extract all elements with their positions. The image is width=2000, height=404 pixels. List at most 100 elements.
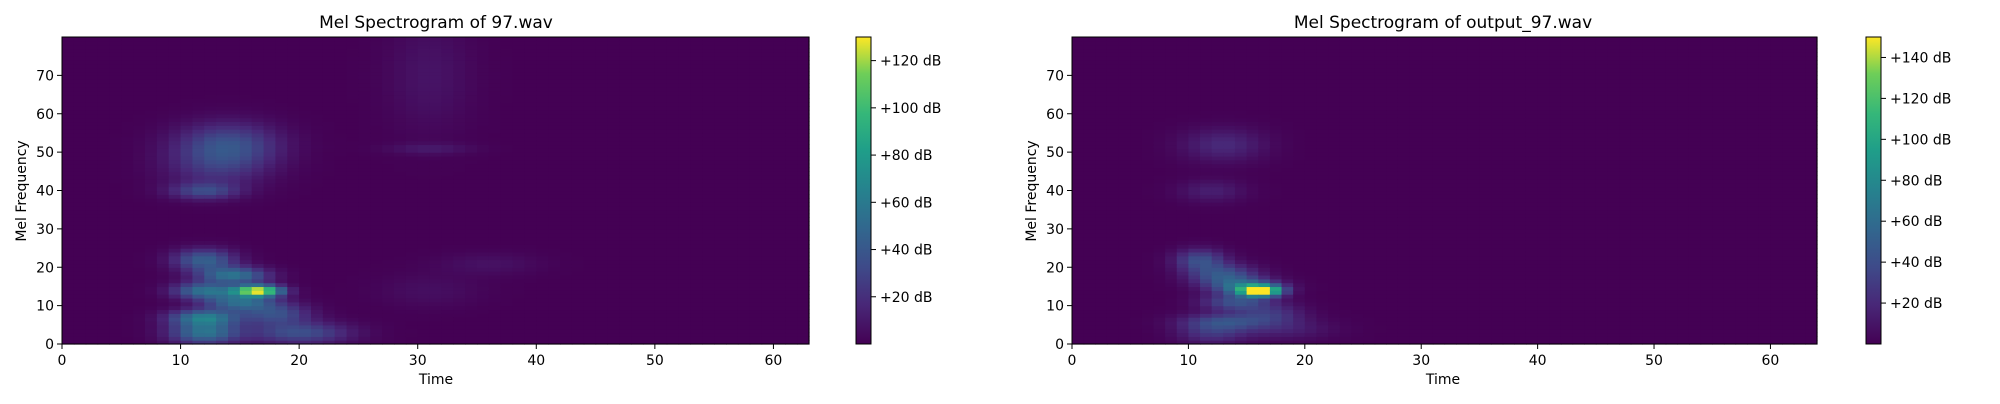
heatmap-cell [417,328,431,334]
heatmap-cell [121,232,134,238]
heatmap-cell [358,190,371,195]
heatmap-cell [180,140,194,146]
heatmap-cell [73,309,87,314]
heatmap-cell [595,163,609,169]
heatmap-cell [607,271,620,276]
heatmap-cell [311,286,324,291]
heatmap-cell [465,171,478,176]
heatmap-cell [536,278,549,284]
heatmap-cell [85,244,99,249]
heatmap-cell [322,163,336,169]
heatmap-cell [358,332,371,337]
heatmap-cell [500,228,514,234]
heatmap-cell [204,294,217,299]
heatmap-cell [702,75,715,80]
heatmap-cell [737,121,751,126]
heatmap-cell [619,144,632,149]
heatmap-cell [180,152,194,157]
heatmap-cell [749,178,763,184]
heatmap-cell [536,109,549,115]
heatmap-cell [583,152,597,157]
heatmap-cell [465,175,478,180]
heatmap-cell [441,248,454,253]
heatmap-cell [678,56,692,61]
heatmap-cell [619,267,632,272]
heatmap-cell [382,320,395,326]
heatmap-cell [666,236,680,241]
heatmap-cell [441,286,454,291]
heatmap-cell [192,102,205,107]
heatmap-cell [228,336,241,341]
heatmap-cell [654,109,668,115]
heatmap-cell [607,167,620,172]
heatmap-cell [346,320,360,326]
heatmap-cell [749,286,763,291]
heatmap-cell [702,52,715,57]
heatmap-cell [595,37,609,42]
heatmap-cell [631,171,644,176]
heatmap-cell [228,301,241,307]
heatmap-cell [156,217,170,222]
heatmap-cell [797,309,810,314]
heatmap-cell [239,228,253,234]
heatmap-cell [643,106,656,111]
heatmap-cell [311,217,324,222]
heatmap-cell [619,40,632,46]
heatmap-cell [797,286,810,291]
heatmap-cell [346,148,360,153]
heatmap-cell [524,267,537,272]
heatmap-cell [417,75,431,80]
heatmap-cell [488,198,502,203]
heatmap-cell [666,175,680,180]
heatmap-cell [358,167,371,172]
heatmap-cell [417,52,431,57]
heatmap-cell [275,202,288,207]
heatmap-cell [168,44,182,50]
heatmap-cell [571,228,585,234]
heatmap-cell [204,317,217,322]
heatmap-cell [761,251,775,257]
heatmap-cell [216,63,229,69]
heatmap-cell [666,40,680,46]
heatmap-cell [619,309,632,314]
heatmap-cell [239,244,253,249]
heatmap-cell [382,117,395,123]
heatmap-cell [251,60,265,65]
heatmap-cell [702,202,715,207]
heatmap-cell [773,98,786,103]
heatmap-cell [631,63,644,69]
heatmap-cell [358,83,371,88]
heatmap-cell [607,328,620,334]
heatmap-cell [251,90,265,96]
heatmap-cell [571,56,585,61]
heatmap-cell [773,48,786,53]
heatmap-cell [477,186,490,192]
heatmap-cell [702,274,715,280]
heatmap-cell [678,178,692,184]
heatmap-cell [631,140,644,146]
heatmap-cell [607,67,620,73]
heatmap-cell [702,225,715,230]
heatmap-cell [465,286,478,291]
heatmap-cell [654,132,668,138]
heatmap-cell [631,278,644,284]
heatmap-cell [524,40,537,46]
heatmap-cell [228,286,241,291]
heatmap-cell [607,132,620,138]
heatmap-cell [749,67,763,73]
heatmap-cell [773,155,786,161]
heatmap-cell [666,67,680,73]
heatmap-cell [500,37,514,42]
heatmap-cell [192,328,205,334]
heatmap-cell [773,274,786,280]
heatmap-cell [631,202,644,207]
heatmap-cell [465,263,478,268]
heatmap-cell [737,125,751,130]
heatmap-cell [654,40,668,46]
heatmap-cell [168,98,182,103]
heatmap-cell [595,274,609,280]
heatmap-cell [192,221,205,226]
heatmap-cell [358,282,371,288]
heatmap-cell [145,44,158,50]
heatmap-cell [761,90,775,96]
